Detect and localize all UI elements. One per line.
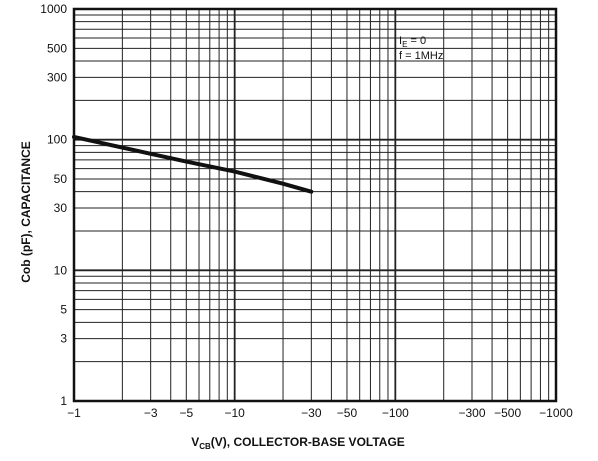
y-tick-label: 10 — [54, 263, 68, 277]
y-tick-label: 500 — [47, 41, 67, 55]
y-tick-label: 5 — [60, 303, 67, 317]
x-tick-label: −100 — [382, 406, 409, 420]
y-tick-label: 50 — [54, 172, 68, 186]
x-tick-labels: −1 −3 −5 −10 −30 −50 −100 −300 −500 −1000 — [67, 406, 573, 420]
annotation-current: IE = 0 — [399, 35, 426, 49]
y-tick-label: 300 — [47, 70, 67, 84]
x-tick-label: −5 — [179, 406, 193, 420]
x-tick-label: −500 — [494, 406, 521, 420]
x-tick-label: −1000 — [539, 406, 573, 420]
plot-frame — [72, 7, 558, 403]
y-tick-label: 30 — [54, 201, 68, 215]
y-axis-label: Cob (pF), CAPACITANCE — [19, 141, 33, 283]
x-tick-label: −300 — [458, 406, 485, 420]
x-tick-label: −10 — [224, 406, 245, 420]
series-line — [72, 134, 314, 194]
x-tick-label: −3 — [144, 406, 158, 420]
y-tick-label: 1000 — [40, 2, 67, 16]
x-tick-label: −50 — [337, 406, 358, 420]
grid — [74, 9, 556, 401]
y-tick-label: 1 — [60, 394, 67, 408]
annotation-frequency: f = 1MHz — [399, 50, 443, 62]
y-tick-labels: 1 3 5 10 30 50 100 300 500 1000 — [40, 2, 67, 408]
x-axis-label: VCB(V), COLLECTOR-BASE VOLTAGE — [191, 435, 405, 451]
y-tick-label: 3 — [60, 332, 67, 346]
x-tick-label: −1 — [67, 406, 81, 420]
x-tick-label: −30 — [301, 406, 322, 420]
y-tick-label: 100 — [47, 133, 67, 147]
